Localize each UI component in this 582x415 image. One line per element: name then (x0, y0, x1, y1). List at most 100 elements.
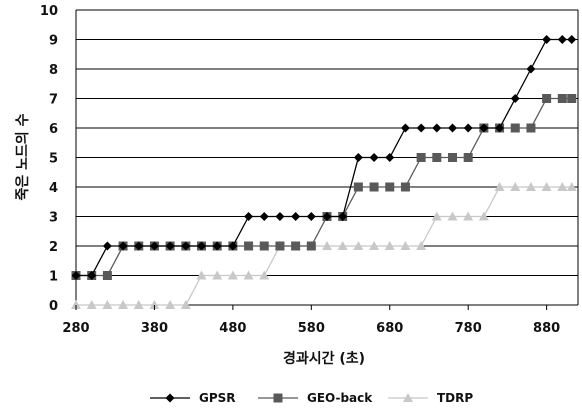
data-point-gpsr (338, 212, 348, 221)
data-point-gpsr (542, 35, 552, 44)
data-point-gpsr (275, 212, 285, 221)
data-point-geo-back (448, 153, 457, 162)
data-point-gpsr (526, 64, 536, 74)
data-point-geo-back (526, 123, 536, 133)
data-point-gpsr (102, 241, 112, 251)
data-point-tdrp (541, 182, 552, 191)
data-point-tdrp (180, 300, 191, 309)
data-point-tdrp (337, 241, 348, 250)
data-point-tdrp (212, 270, 223, 280)
data-point-gpsr (149, 241, 159, 251)
data-point-tdrp (196, 270, 207, 280)
data-point-gpsr (212, 241, 222, 251)
x-tick-label: 280 (62, 321, 89, 336)
legend-marker-tdrp (403, 393, 413, 402)
data-point-tdrp (102, 300, 113, 309)
data-point-tdrp (149, 300, 160, 309)
y-tick-label: 7 (49, 93, 58, 108)
data-point-gpsr (87, 271, 97, 280)
data-point-geo-back (463, 153, 473, 162)
data-point-gpsr (479, 123, 489, 133)
data-point-tdrp (494, 182, 505, 191)
legend-marker-geo-back (273, 393, 283, 403)
data-point-gpsr (400, 123, 410, 133)
data-point-tdrp (400, 241, 411, 250)
y-tick-label: 2 (49, 240, 58, 255)
data-point-geo-back (369, 182, 379, 192)
data-point-geo-back (510, 123, 520, 133)
data-point-gpsr (385, 153, 395, 162)
data-point-geo-back (306, 241, 316, 251)
data-point-tdrp (243, 270, 254, 280)
legend-label-tdrp: TDRP (437, 391, 473, 405)
y-tick-label: 1 (49, 270, 58, 285)
data-point-gpsr (416, 123, 426, 133)
legend-label-geo-back: GEO-back (307, 391, 373, 405)
y-tick-label: 10 (40, 4, 58, 19)
x-tick-label: 880 (533, 321, 560, 336)
data-point-tdrp (566, 182, 577, 191)
data-point-gpsr (495, 123, 505, 133)
data-point-tdrp (447, 211, 458, 221)
data-point-tdrp (416, 241, 427, 250)
series-tdrp (71, 182, 577, 309)
data-point-geo-back (353, 182, 363, 192)
data-point-geo-back (400, 182, 410, 192)
data-point-tdrp (86, 300, 97, 309)
legend-label-gpsr: GPSR (199, 391, 236, 405)
data-point-geo-back (244, 241, 254, 251)
y-tick-label: 0 (49, 299, 58, 314)
data-point-tdrp (369, 241, 380, 250)
x-tick-label: 680 (376, 321, 403, 336)
series-gpsr (71, 35, 577, 280)
data-point-tdrp (118, 300, 129, 309)
legend: GPSR GEO-back TDRP (150, 391, 473, 405)
data-point-tdrp (510, 182, 521, 191)
data-point-gpsr (165, 241, 175, 251)
data-point-tdrp (463, 211, 474, 221)
data-point-geo-back (275, 241, 285, 251)
data-point-tdrp (384, 241, 395, 250)
y-tick-label: 5 (49, 152, 58, 167)
data-point-geo-back (259, 241, 269, 251)
data-point-gpsr (463, 123, 473, 133)
legend-item-gpsr: GPSR (150, 391, 236, 405)
data-point-geo-back (102, 271, 112, 280)
legend-item-tdrp: TDRP (388, 391, 473, 405)
x-axis-title: 경과시간 (초) (283, 350, 365, 367)
data-point-gpsr (244, 212, 254, 221)
data-point-gpsr (181, 241, 191, 251)
data-point-gpsr (557, 35, 567, 44)
data-point-gpsr (306, 212, 316, 221)
data-point-tdrp (71, 300, 81, 309)
data-point-tdrp (133, 300, 144, 309)
x-tick-label: 580 (298, 321, 325, 336)
y-tick-label: 9 (49, 34, 58, 49)
data-point-tdrp (259, 270, 270, 280)
data-point-gpsr (291, 212, 301, 221)
data-point-gpsr (369, 153, 379, 162)
data-point-gpsr (510, 94, 520, 103)
y-tick-label: 8 (49, 63, 58, 78)
data-point-geo-back (385, 182, 395, 192)
y-tick-labels: 0 1 2 3 4 5 6 7 8 9 10 (40, 4, 58, 314)
data-point-tdrp (165, 300, 176, 309)
x-tick-label: 480 (219, 321, 246, 336)
data-point-gpsr (353, 153, 363, 162)
legend-marker-gpsr (165, 393, 175, 403)
y-tick-label: 4 (49, 181, 58, 196)
y-tick-label: 3 (49, 211, 58, 226)
plot-series (71, 35, 577, 309)
data-point-gpsr (228, 241, 238, 251)
data-point-tdrp (431, 211, 442, 221)
x-tick-label: 380 (141, 321, 168, 336)
y-axis-title: 죽은 노드의 수 (14, 113, 31, 200)
grid-lines (75, 9, 579, 306)
data-point-gpsr (197, 241, 206, 251)
data-point-geo-back (567, 94, 577, 103)
data-point-geo-back (416, 153, 426, 162)
data-point-gpsr (134, 241, 144, 251)
data-point-tdrp (525, 182, 536, 191)
data-point-geo-back (291, 241, 301, 251)
